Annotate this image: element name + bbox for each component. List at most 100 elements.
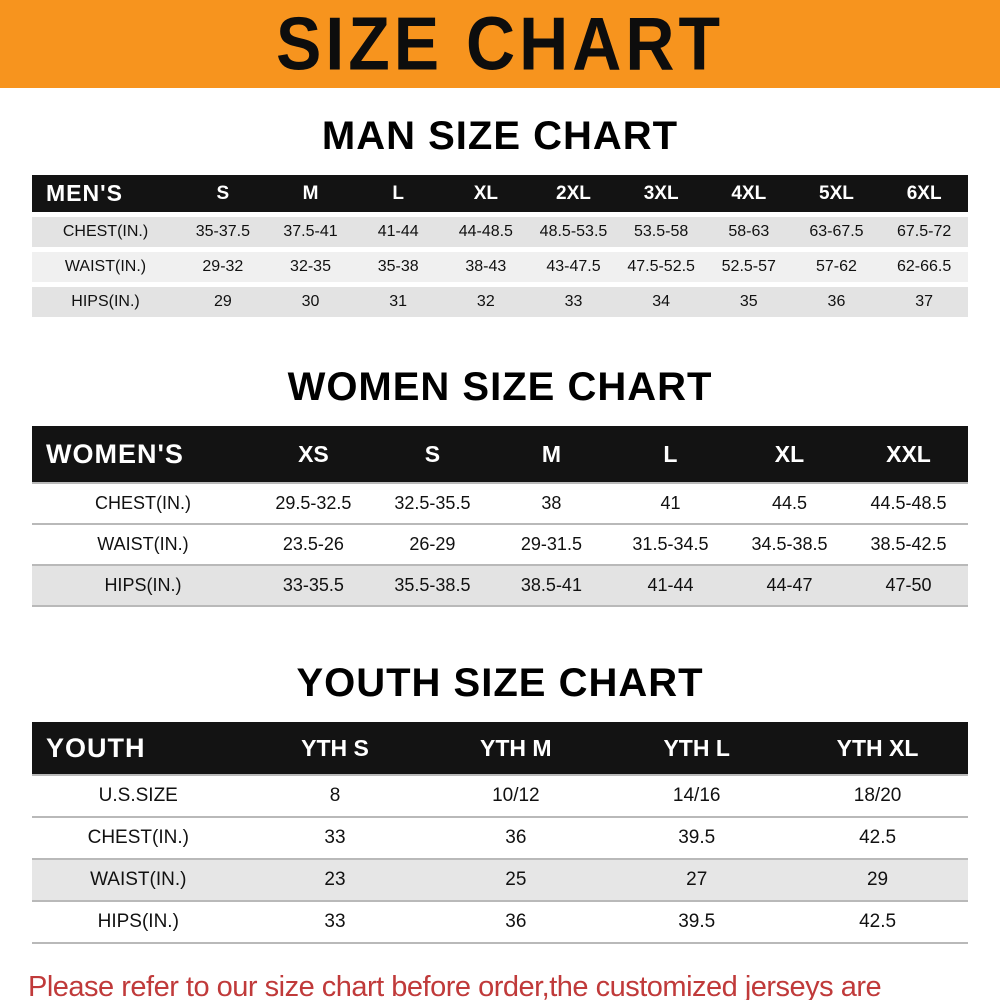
column-header: YTH L xyxy=(606,722,788,775)
women-section-heading: WOMEN SIZE CHART xyxy=(287,365,713,409)
size-cell: 37 xyxy=(880,282,968,317)
section-men: MAN SIZE CHART MEN'S S M L XL 2XL 3XL 4XL 5XL 6XL C… xyxy=(0,114,1000,317)
row-label: CHEST(IN.) xyxy=(32,212,180,250)
size-cell: 44-48.5 xyxy=(442,212,530,250)
size-cell: 36 xyxy=(425,816,607,859)
column-header: 5XL xyxy=(792,175,881,215)
column-header: S xyxy=(179,175,267,215)
column-header: YTH S xyxy=(244,722,426,775)
size-cell: 33 xyxy=(529,282,618,317)
size-cell: 35 xyxy=(704,282,793,317)
table-row: WAIST(IN.) 23 25 27 29 xyxy=(32,858,968,901)
table-header-row: YOUTH YTH S YTH M YTH L YTH XL xyxy=(32,722,968,775)
table-row: CHEST(IN.) 33 36 39.5 42.5 xyxy=(32,816,968,859)
section-youth: YOUTH SIZE CHART YOUTH YTH S YTH M YTH L YTH … xyxy=(0,661,1000,944)
footer-note: Please refer to our size chart before or… xyxy=(28,970,972,1000)
size-cell: 31 xyxy=(354,282,442,317)
row-label: HIPS(IN.) xyxy=(32,564,254,607)
table-row: WAIST(IN.) 23.5-26 26-29 29-31.5 31.5-34.5 34… xyxy=(32,523,968,565)
column-header: XXL xyxy=(848,426,968,483)
size-cell: 33 xyxy=(244,900,426,944)
youth-size-table: YOUTH YTH S YTH M YTH L YTH XL U.S.SIZE 8 10/12… xyxy=(32,722,968,944)
size-cell: 38-43 xyxy=(442,247,530,285)
size-cell: 18/20 xyxy=(787,774,968,817)
women-size-table: WOMEN'S XS S M L XL XXL CHEST(IN.) 29.5-32.5 32.5… xyxy=(32,426,968,607)
row-label: WAIST(IN.) xyxy=(32,523,254,565)
column-header: 4XL xyxy=(704,175,793,215)
size-cell: 29-32 xyxy=(179,247,267,285)
row-label: CHEST(IN.) xyxy=(32,482,254,524)
size-cell: 10/12 xyxy=(425,774,607,817)
size-cell: 32 xyxy=(442,282,530,317)
size-cell: 8 xyxy=(244,774,426,817)
table-row: U.S.SIZE 8 10/12 14/16 18/20 xyxy=(32,774,968,817)
table-header-row: MEN'S S M L XL 2XL 3XL 4XL 5XL 6XL xyxy=(32,175,968,215)
table-group-label: YOUTH xyxy=(32,722,245,775)
size-cell: 53.5-58 xyxy=(617,212,705,250)
table-row: HIPS(IN.) 33-35.5 35.5-38.5 38.5-41 41-44 44-… xyxy=(32,564,968,607)
column-header: YTH M xyxy=(425,722,607,775)
size-cell: 39.5 xyxy=(606,816,788,859)
table-row: CHEST(IN.) 29.5-32.5 32.5-35.5 38 41 44.5 44.5… xyxy=(32,482,968,524)
row-label: U.S.SIZE xyxy=(32,774,245,817)
size-cell: 26-29 xyxy=(372,523,492,565)
column-header: S xyxy=(372,426,492,483)
men-section-heading: MAN SIZE CHART xyxy=(321,114,679,158)
size-cell: 23.5-26 xyxy=(253,523,373,565)
table-header-row: WOMEN'S XS S M L XL XXL xyxy=(32,426,968,483)
size-cell: 58-63 xyxy=(704,212,793,250)
size-cell: 41-44 xyxy=(610,564,730,607)
youth-section-heading: YOUTH SIZE CHART xyxy=(296,661,704,705)
size-cell: 47.5-52.5 xyxy=(617,247,705,285)
size-cell: 38.5-41 xyxy=(491,564,611,607)
size-cell: 57-62 xyxy=(792,247,881,285)
size-cell: 44-47 xyxy=(729,564,849,607)
row-label: HIPS(IN.) xyxy=(32,282,180,317)
footer-line-1: Please refer to our size chart before or… xyxy=(28,971,882,1000)
size-cell: 31.5-34.5 xyxy=(610,523,730,565)
size-cell: 30 xyxy=(266,282,355,317)
size-cell: 41-44 xyxy=(354,212,442,250)
size-cell: 62-66.5 xyxy=(880,247,968,285)
column-header: 6XL xyxy=(880,175,968,215)
column-header: XL xyxy=(442,175,530,215)
men-size-table: MEN'S S M L XL 2XL 3XL 4XL 5XL 6XL CHEST(IN.) 35-37… xyxy=(32,175,968,317)
size-cell: 35.5-38.5 xyxy=(372,564,492,607)
size-cell: 35-38 xyxy=(354,247,442,285)
size-cell: 36 xyxy=(792,282,881,317)
size-cell: 63-67.5 xyxy=(792,212,881,250)
size-cell: 52.5-57 xyxy=(704,247,793,285)
column-header: M xyxy=(266,175,355,215)
column-header: 3XL xyxy=(617,175,705,215)
size-cell: 47-50 xyxy=(848,564,968,607)
size-cell: 33 xyxy=(244,816,426,859)
table-row: WAIST(IN.) 29-32 32-35 35-38 38-43 43-47.5 47.… xyxy=(32,247,968,285)
size-cell: 44.5-48.5 xyxy=(848,482,968,524)
size-cell: 36 xyxy=(425,900,607,944)
size-cell: 43-47.5 xyxy=(529,247,618,285)
size-cell: 27 xyxy=(606,858,788,901)
column-header: YTH XL xyxy=(787,722,968,775)
table-group-label: WOMEN'S xyxy=(32,426,254,483)
size-cell: 42.5 xyxy=(787,816,968,859)
table-row: HIPS(IN.) 29 30 31 32 33 34 35 36 37 xyxy=(32,282,968,317)
size-cell: 41 xyxy=(610,482,730,524)
row-label: WAIST(IN.) xyxy=(32,858,245,901)
size-cell: 37.5-41 xyxy=(266,212,355,250)
banner-title: SIZE CHART xyxy=(276,2,724,86)
table-group-label: MEN'S xyxy=(32,175,180,215)
size-cell: 39.5 xyxy=(606,900,788,944)
size-cell: 34.5-38.5 xyxy=(729,523,849,565)
size-cell: 33-35.5 xyxy=(253,564,373,607)
size-cell: 29 xyxy=(787,858,968,901)
size-cell: 44.5 xyxy=(729,482,849,524)
size-cell: 23 xyxy=(244,858,426,901)
size-cell: 29-31.5 xyxy=(491,523,611,565)
size-cell: 34 xyxy=(617,282,705,317)
size-cell: 29 xyxy=(179,282,267,317)
row-label: WAIST(IN.) xyxy=(32,247,180,285)
size-cell: 25 xyxy=(425,858,607,901)
section-women: WOMEN SIZE CHART WOMEN'S XS S M L XL XXL CHEST(I… xyxy=(0,365,1000,607)
size-cell: 38.5-42.5 xyxy=(848,523,968,565)
